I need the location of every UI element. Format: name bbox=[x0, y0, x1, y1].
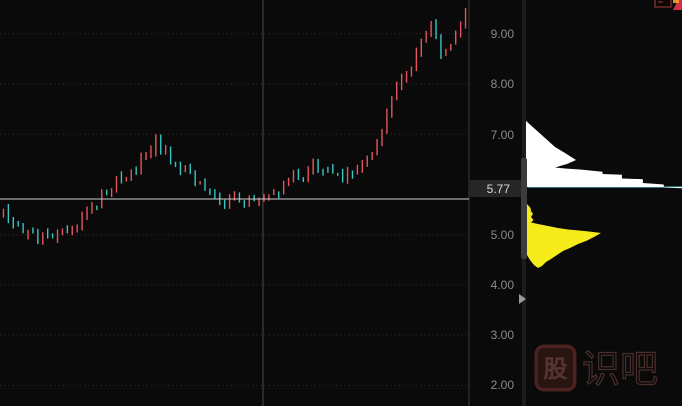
svg-text:股: 股 bbox=[544, 356, 568, 383]
svg-text:4.00: 4.00 bbox=[491, 278, 515, 292]
svg-text:7.00: 7.00 bbox=[491, 128, 515, 142]
svg-text:2.00: 2.00 bbox=[491, 378, 515, 392]
svg-text:5.00: 5.00 bbox=[491, 228, 515, 242]
svg-text:9.00: 9.00 bbox=[491, 27, 515, 41]
svg-text:3.00: 3.00 bbox=[491, 328, 515, 342]
svg-text:识吧: 识吧 bbox=[582, 349, 658, 391]
svg-text:5.77: 5.77 bbox=[487, 182, 511, 196]
svg-text:8.00: 8.00 bbox=[491, 77, 515, 91]
